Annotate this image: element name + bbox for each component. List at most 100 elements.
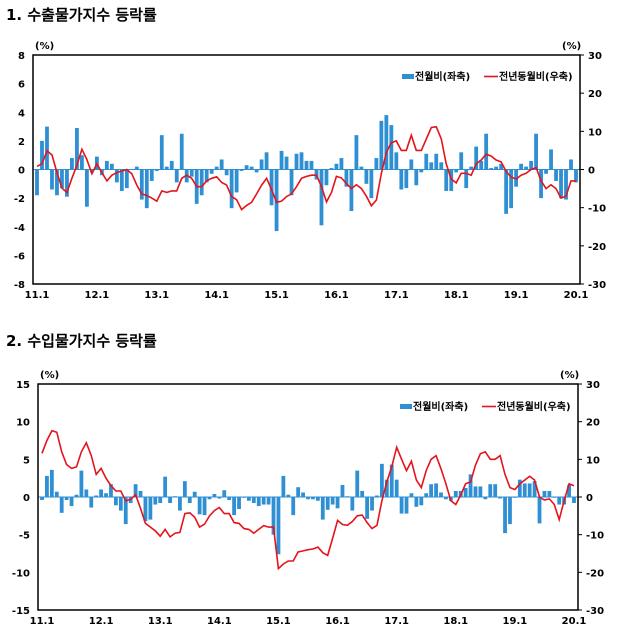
bar-mom <box>104 160 109 170</box>
bar-mom <box>199 169 204 196</box>
bar-mom <box>360 490 365 497</box>
bar-mom <box>544 169 548 174</box>
bar-mom <box>109 484 113 497</box>
bar-mom <box>70 158 74 170</box>
bar-mom <box>299 152 304 170</box>
bar-mom <box>350 497 355 511</box>
bar-mom <box>174 169 179 183</box>
y-left-tick-label: 5 <box>23 455 30 466</box>
bar-mom <box>144 169 149 209</box>
bar-mom <box>244 165 249 170</box>
bar-mom <box>286 494 291 497</box>
y-left-tick-label: 0 <box>23 493 30 504</box>
bar-mom <box>269 169 274 206</box>
bar-mom <box>264 152 269 170</box>
bar-mom <box>453 490 458 497</box>
bar-mom <box>359 166 364 170</box>
bar-mom <box>542 490 547 497</box>
bar-mom <box>469 166 474 170</box>
bar-mom <box>202 497 207 516</box>
bar-mom <box>169 160 174 170</box>
bar-mom <box>517 479 522 497</box>
bar-mom <box>311 497 315 500</box>
bar-mom <box>574 169 578 183</box>
bar-mom <box>449 169 454 191</box>
bar-mom <box>113 497 118 506</box>
bar-mom <box>527 483 532 497</box>
bar-mom <box>379 463 384 497</box>
bar-mom <box>179 133 184 170</box>
bar-mom <box>222 490 227 497</box>
bar-mom <box>439 162 444 170</box>
bar-mom <box>547 490 552 497</box>
bar-mom <box>488 484 493 497</box>
bar-mom <box>414 169 419 186</box>
bar-mom <box>572 497 576 504</box>
chart-2-title: 2. 수입물가지수 등락률 <box>6 332 157 350</box>
bar-mom <box>237 497 241 510</box>
bar-mom <box>204 169 209 183</box>
bar-mom <box>114 169 119 183</box>
x-tick-label: 11.1 <box>30 616 55 627</box>
legend-line-label: 전년동월비(우축) <box>497 400 571 413</box>
x-tick-label: 14.1 <box>207 616 232 627</box>
bar-mom <box>355 470 360 497</box>
bar-mom <box>40 140 44 170</box>
bar-mom <box>214 166 219 170</box>
x-tick-label: 14.1 <box>204 290 229 301</box>
bar-mom <box>306 497 310 500</box>
legend-bar-label: 전월비(좌축) <box>413 400 468 413</box>
bar-mom <box>569 159 573 170</box>
right-unit-label: (%) <box>562 41 581 52</box>
bar-mom <box>187 497 192 504</box>
bar-mom <box>534 133 538 170</box>
x-tick-label: 12.1 <box>89 616 114 627</box>
bar-mom <box>519 163 524 170</box>
legend-bar-swatch <box>400 404 412 409</box>
bar-mom <box>271 497 276 535</box>
bar-mom <box>284 156 289 170</box>
y-left-tick-label: -10 <box>12 568 30 579</box>
bar-mom <box>524 166 528 170</box>
bar-mom <box>133 484 138 497</box>
bar-mom <box>163 476 168 497</box>
bar-mom <box>414 497 419 507</box>
bar-mom <box>498 497 503 499</box>
x-tick-label: 13.1 <box>144 290 169 301</box>
left-unit-label: (%) <box>40 370 59 381</box>
bar-mom <box>234 169 239 193</box>
bar-mom <box>370 497 374 511</box>
bar-mom <box>354 135 359 170</box>
bar-mom <box>232 497 237 516</box>
bar-mom <box>168 497 172 504</box>
y-right-tick-label: 0 <box>588 166 595 177</box>
x-tick-label: 18.1 <box>443 616 468 627</box>
bar-mom <box>479 160 484 170</box>
bar-mom <box>537 497 542 524</box>
bar-mom <box>468 474 473 497</box>
y-right-tick-label: -20 <box>588 242 606 253</box>
bar-mom <box>64 497 69 501</box>
bar-mom <box>69 497 74 507</box>
bar-mom <box>424 153 429 170</box>
bar-mom <box>539 169 543 199</box>
bar-mom <box>294 153 299 170</box>
bar-mom <box>189 169 194 177</box>
bar-mom <box>508 497 512 525</box>
bar-mom <box>50 169 54 190</box>
bar-mom <box>567 484 571 497</box>
y-right-tick-label: -10 <box>588 204 606 215</box>
bar-mom <box>159 135 164 170</box>
bar-mom <box>335 497 340 509</box>
bar-mom <box>439 492 443 497</box>
bar-mom <box>119 169 124 191</box>
legend-bar-swatch <box>402 74 414 79</box>
bar-mom <box>494 166 499 170</box>
bar-mom <box>154 169 159 171</box>
bar-mom <box>434 483 438 497</box>
bar-mom <box>484 133 489 170</box>
bar-mom <box>40 497 44 501</box>
bar-mom <box>217 497 222 499</box>
bar-mom <box>399 169 404 190</box>
